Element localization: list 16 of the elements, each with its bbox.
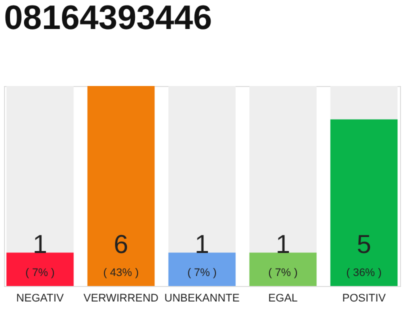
data-label: 1 xyxy=(276,229,290,259)
data-label: 5 xyxy=(356,229,372,259)
annotation: ( 7% ) xyxy=(268,267,298,279)
data-label: 6 xyxy=(114,229,128,259)
annotation: ( 43% ) xyxy=(103,267,139,279)
x-tick-label: POSITIV xyxy=(342,292,386,304)
chart-title: 08164393446 xyxy=(4,0,212,37)
x-tick-label: EGAL xyxy=(268,292,298,304)
annotation: ( 7% ) xyxy=(187,267,217,279)
x-tick-label: VERWIRREND xyxy=(84,292,159,304)
x-tick-label: NEGATIV xyxy=(16,292,64,304)
data-label: 1 xyxy=(32,229,48,259)
x-tick-label: UNBEKANNTE xyxy=(164,292,240,304)
annotation: ( 7% ) xyxy=(25,267,55,279)
data-label: 1 xyxy=(194,229,210,259)
annotation: ( 36% ) xyxy=(346,267,382,279)
